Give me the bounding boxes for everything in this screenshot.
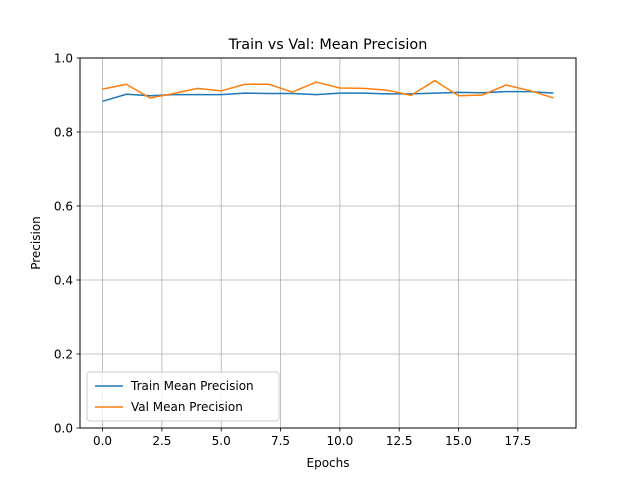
legend-label-train: Train Mean Precision — [130, 379, 254, 393]
x-tick-label: 5.0 — [212, 434, 231, 448]
x-tick-label: 7.5 — [271, 434, 290, 448]
y-axis-label: Precision — [29, 216, 43, 270]
x-tick-label: 0.0 — [93, 434, 112, 448]
legend-label-val: Val Mean Precision — [131, 400, 243, 414]
y-tick-label: 0.2 — [54, 348, 73, 362]
ticks: 0.0 2.5 5.0 7.5 10.0 12.5 15.0 17.5 0.0 0.2 0.4 0.6… — [54, 52, 531, 449]
y-tick-label: 0.8 — [54, 126, 73, 140]
y-tick-label: 1.0 — [54, 52, 73, 66]
y-tick-label: 0.0 — [54, 422, 73, 436]
series-line-train — [102, 90, 554, 103]
y-tick-label: 0.6 — [54, 200, 73, 214]
chart-title: Train vs Val: Mean Precision — [228, 37, 428, 53]
y-tick-label: 0.4 — [54, 274, 73, 288]
x-tick-label: 15.0 — [445, 434, 472, 448]
series-lines — [102, 79, 554, 103]
x-tick-label: 10.0 — [327, 434, 354, 448]
x-tick-label: 17.5 — [504, 434, 531, 448]
legend-box — [86, 371, 280, 422]
x-tick-label: 12.5 — [386, 434, 413, 448]
legend: Train Mean Precision Val Mean Precision — [86, 371, 280, 422]
series-line-val — [102, 79, 554, 99]
x-tick-label: 2.5 — [152, 434, 171, 448]
x-axis-label: Epochs — [307, 456, 350, 470]
plot-frame — [79, 57, 577, 429]
